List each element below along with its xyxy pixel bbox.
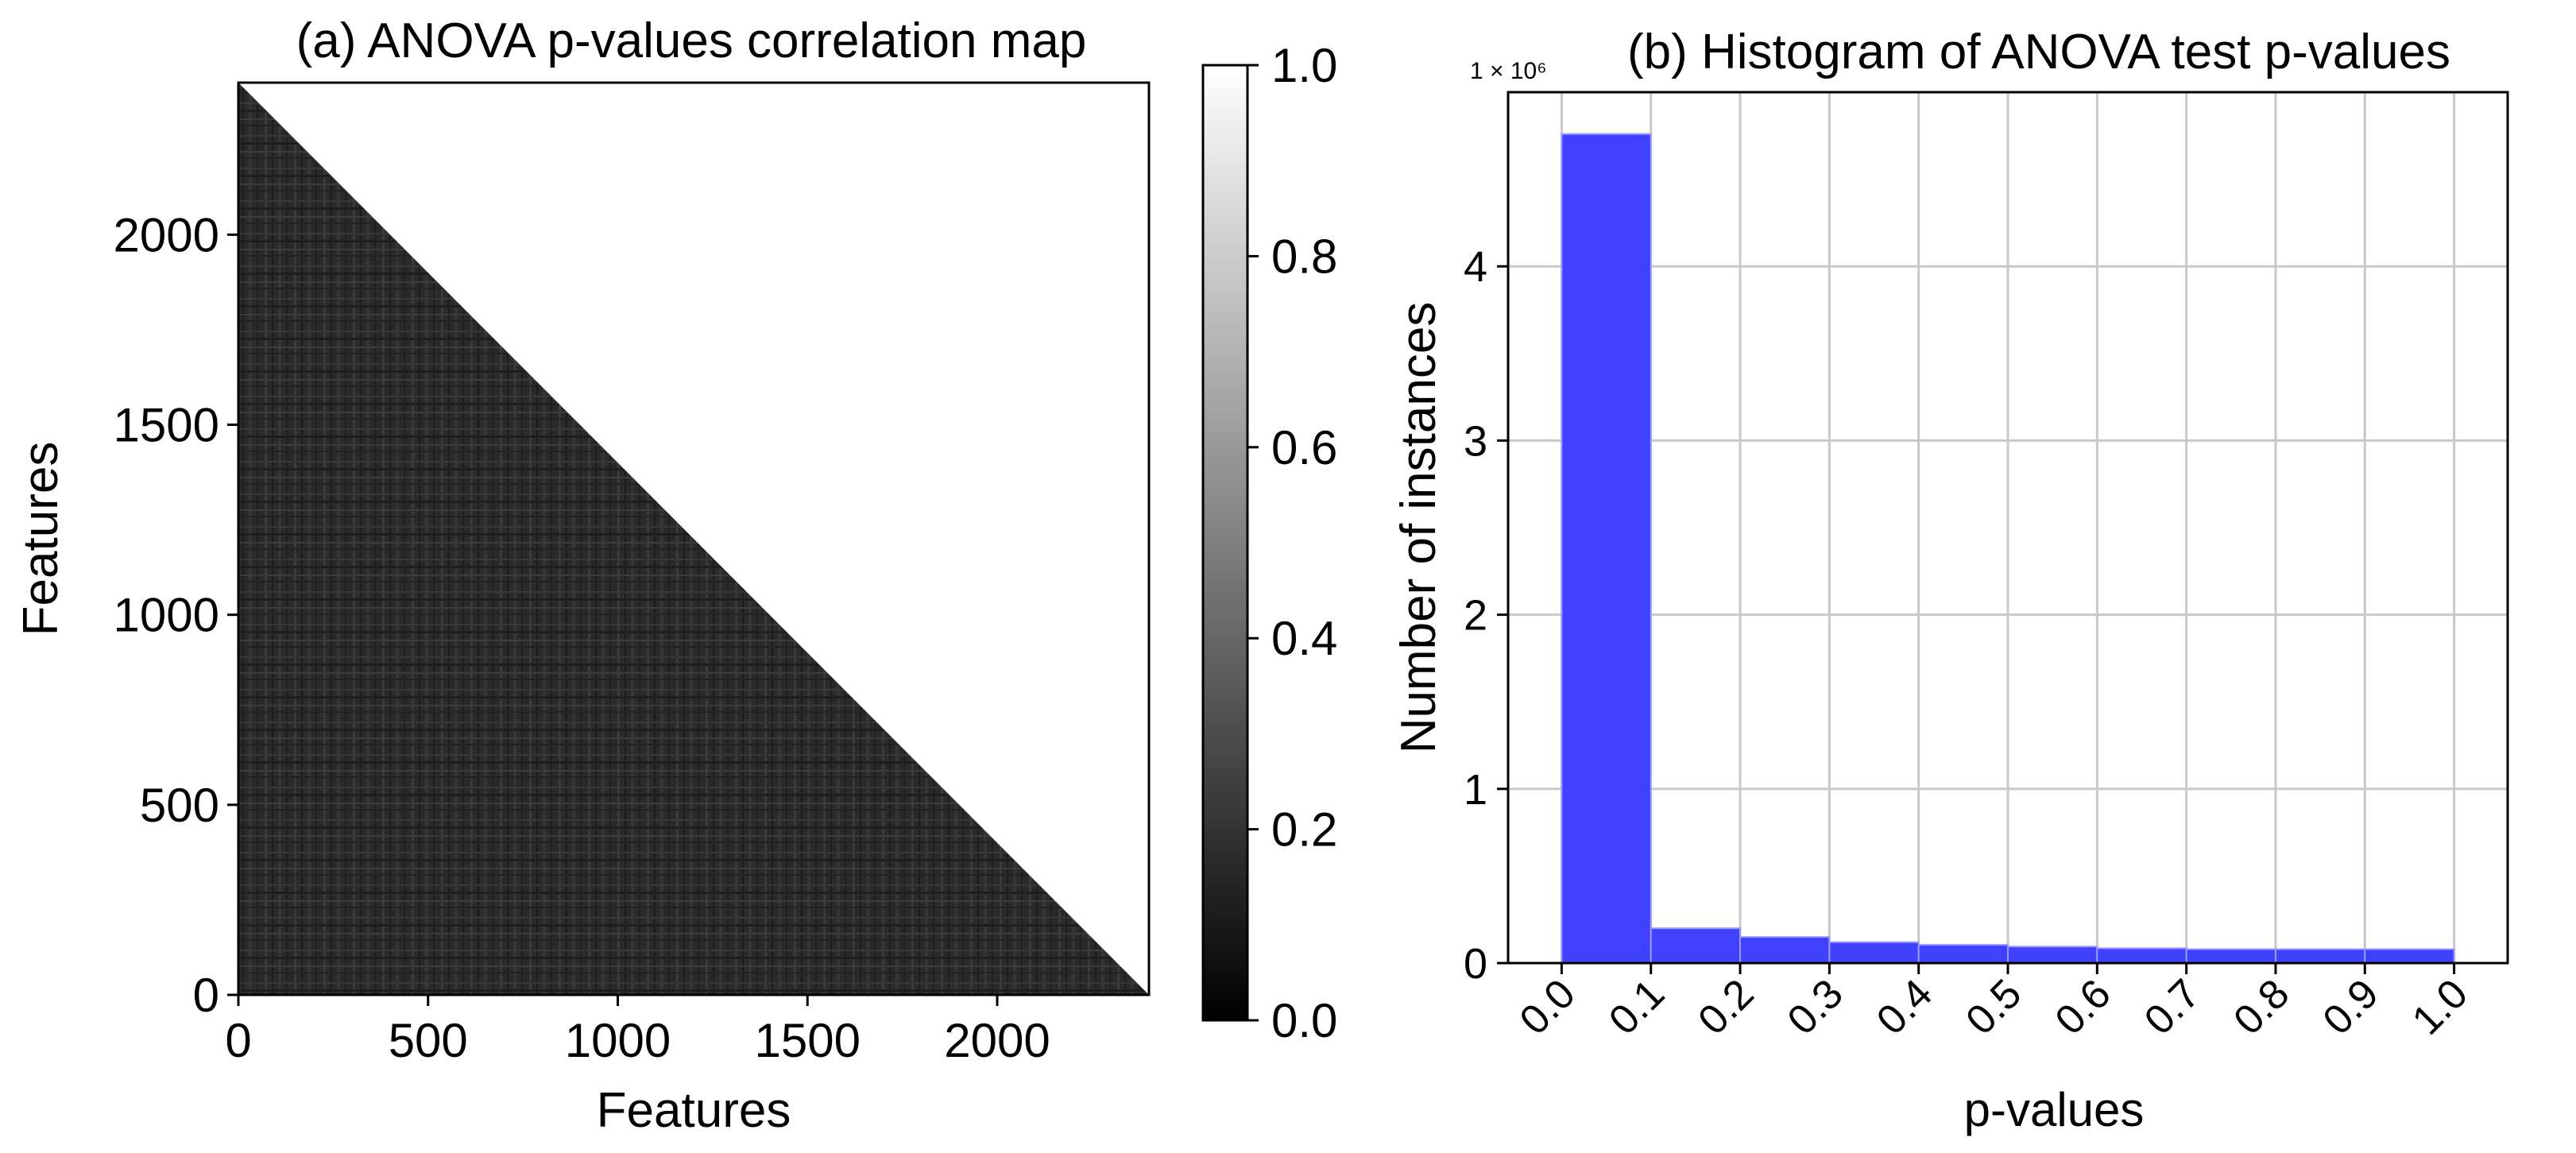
histogram-bar xyxy=(1561,133,1652,964)
heatmap-y-axis-label: Features xyxy=(14,442,68,636)
histogram-x-tick-label: 0.6 xyxy=(2047,970,2120,1043)
histogram-x-tick-label: 0.4 xyxy=(1868,970,1941,1043)
heatmap-y-tick-label: 500 xyxy=(140,779,219,832)
histogram-bar xyxy=(2274,948,2366,964)
colorbar-tick-label: 1.0 xyxy=(1271,39,1337,92)
colorbar-tick-label: 0.8 xyxy=(1271,230,1337,283)
histogram-x-tick-label: 0.8 xyxy=(2225,970,2298,1043)
heatmap-x-tick-label: 500 xyxy=(389,1014,468,1067)
histogram-y-tick-label: 2 xyxy=(1464,592,1487,640)
histogram-x-tick-label: 0.9 xyxy=(2315,970,2388,1043)
histogram-y-ticks: 0 1 2 3 4 xyxy=(1464,243,1508,988)
histogram-x-ticks: 0.0 0.1 0.2 0.3 0.4 0.5 0.6 0.7 0.8 0.9 1.0 xyxy=(1511,963,2477,1044)
histogram-grid xyxy=(1508,92,2508,965)
heatmap-y-tick-label: 0 xyxy=(193,969,219,1022)
histogram-y-tick-label: 0 xyxy=(1464,940,1487,988)
histogram-x-tick-label: 1.0 xyxy=(2404,970,2477,1043)
heatmap-title: (a) ANOVA p-values correlation map xyxy=(296,14,1087,68)
colorbar-ticks: 0.0 0.2 0.4 0.6 0.8 1.0 xyxy=(1247,39,1337,1047)
histogram-bar xyxy=(1917,943,2009,965)
histogram-title: (b) Histogram of ANOVA test p-values xyxy=(1627,25,2450,79)
histogram-scale-label: 1 × 10⁶ xyxy=(1470,58,1547,84)
heatmap-y-tick-label: 2000 xyxy=(114,208,219,261)
histogram-y-tick-label: 1 xyxy=(1464,766,1487,814)
histogram-y-axis-label: Number of instances xyxy=(1391,302,1446,754)
heatmap-y-tick-label: 1500 xyxy=(114,399,219,452)
heatmap-x-ticks: 0 500 1000 1500 2000 xyxy=(225,995,1050,1067)
histogram-bars xyxy=(1561,133,2455,965)
heatmap-x-tick-label: 2000 xyxy=(944,1014,1050,1067)
heatmap-y-ticks: 0 500 1000 1500 2000 xyxy=(114,208,238,1022)
colorbar-tick-label: 0.6 xyxy=(1271,421,1337,474)
histogram-bar xyxy=(1650,927,1742,965)
histogram-x-tick-label: 0.2 xyxy=(1689,970,1762,1043)
histogram-x-axis-label: p-values xyxy=(1964,1083,2145,1136)
heatmap-x-tick-label: 1000 xyxy=(565,1014,671,1067)
heatmap-lower-triangle xyxy=(238,83,1149,995)
heatmap-y-tick-label: 1000 xyxy=(114,589,219,642)
histogram-x-tick-label: 0.7 xyxy=(2136,970,2209,1043)
histogram-bar xyxy=(1739,936,1831,964)
colorbar-tick-label: 0.2 xyxy=(1271,803,1337,857)
histogram-x-tick-label: 0.3 xyxy=(1779,970,1852,1043)
histogram-y-tick-label: 3 xyxy=(1464,417,1487,465)
colorbar-tick-label: 0.4 xyxy=(1271,612,1337,665)
histogram-bar xyxy=(2007,946,2098,965)
histogram-x-tick-label: 0.1 xyxy=(1600,970,1673,1043)
colorbar xyxy=(1201,64,1249,1022)
histogram-panel: 1 × 10⁶ (b) Histogram of ANOVA test p-va… xyxy=(1391,25,2509,1136)
heatmap-x-tick-label: 1500 xyxy=(755,1014,861,1067)
histogram-bar xyxy=(2096,947,2187,965)
histogram-bar xyxy=(2364,948,2455,964)
histogram-x-tick-label: 0.0 xyxy=(1511,970,1584,1043)
histogram-bar xyxy=(1828,941,1920,965)
colorbar-tick-label: 0.0 xyxy=(1271,994,1337,1047)
heatmap-x-axis-label: Features xyxy=(597,1083,791,1138)
histogram-y-tick-label: 4 xyxy=(1464,243,1487,291)
heatmap-x-tick-label: 0 xyxy=(225,1014,251,1067)
histogram-bar xyxy=(2185,948,2276,964)
heatmap-panel: (a) ANOVA p-values correlation map 0 500 1… xyxy=(14,14,1337,1138)
heatmap-frame xyxy=(237,81,1151,996)
histogram-x-tick-label: 0.5 xyxy=(1957,970,2030,1043)
